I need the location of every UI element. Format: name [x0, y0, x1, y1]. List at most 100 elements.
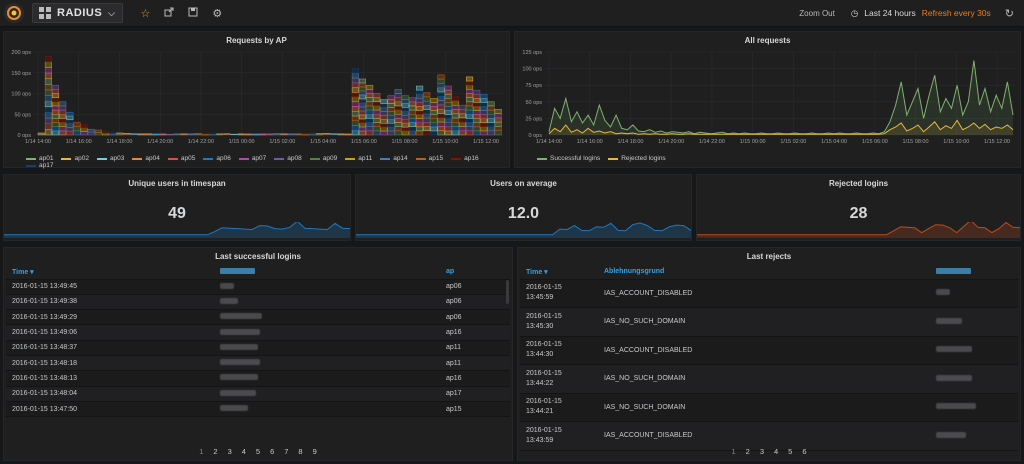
legend-item[interactable]: Rejected logins	[608, 155, 666, 162]
refresh-icon[interactable]: ↻	[1004, 7, 1014, 20]
grafana-logo-icon[interactable]	[4, 3, 24, 23]
ap-cell: ap06	[440, 309, 510, 326]
page-link[interactable]: 2	[745, 447, 750, 456]
page-link[interactable]: 6	[802, 447, 807, 456]
legend-item[interactable]: ap04	[132, 155, 160, 162]
table-row[interactable]: 2016-01-15 13:45:59 IAS_ACCOUNT_DISABLED	[520, 279, 1018, 308]
table-row[interactable]: 2016-01-15 13:44:21 IAS_NO_SUCH_DOMAIN	[520, 393, 1018, 422]
table-row[interactable]: 2016-01-15 13:48:37 ap11	[6, 340, 510, 356]
table-row[interactable]: 2016-01-15 13:47:50 ap15	[6, 401, 510, 418]
panel-title[interactable]: Rejected logins	[828, 179, 889, 188]
share-icon[interactable]	[164, 7, 174, 20]
table-row[interactable]: 2016-01-15 13:49:06 ap16	[6, 324, 510, 341]
page-link[interactable]: 4	[774, 447, 779, 456]
redacted-text	[220, 313, 262, 320]
legend-item[interactable]: ap09	[309, 155, 337, 162]
panel-title[interactable]: All requests	[744, 36, 791, 45]
ap-cell: ap16	[440, 324, 510, 341]
y-tick-label: 100 ops	[522, 67, 542, 73]
gear-icon[interactable]: ⚙	[212, 7, 223, 20]
legend-item[interactable]: ap01	[26, 155, 53, 162]
redacted-text	[220, 297, 238, 304]
legend-item[interactable]: Successful logins	[537, 155, 600, 162]
all-requests-chart[interactable]: 0 ops 25 ops 50 ops 75 ops 100 ops 125 ops 1/1…	[515, 46, 1020, 166]
page-link[interactable]: 2	[213, 447, 218, 456]
legend-swatch	[61, 157, 72, 160]
page-link[interactable]: 8	[298, 447, 303, 456]
page-link[interactable]: 5	[255, 447, 261, 456]
legend-item[interactable]: ap15	[415, 155, 443, 162]
user-column-header[interactable]	[930, 265, 1018, 280]
table-row[interactable]: 2016-01-15 13:48:13 ap16	[6, 370, 510, 387]
dashboard-picker-button[interactable]: RADIUS ⌵	[32, 3, 123, 23]
y-tick-label: 75 ops	[525, 83, 542, 89]
bar-segment	[487, 101, 495, 107]
bar-segment	[52, 89, 60, 94]
panel-title[interactable]: Last successful logins	[215, 252, 301, 261]
star-icon[interactable]: ☆	[140, 7, 151, 20]
time-column-header[interactable]: Time ▾	[520, 265, 598, 280]
y-tick-label: 100 ops	[11, 92, 31, 98]
clock-icon: ◷	[850, 7, 859, 18]
panel-title[interactable]: Users on average	[490, 179, 557, 188]
x-tick-label: 1/15 04:00	[310, 139, 336, 145]
page-link[interactable]: 1	[731, 447, 736, 456]
save-icon[interactable]	[188, 7, 198, 20]
panel-title[interactable]: Last rejects	[746, 252, 792, 261]
requests-by-ap-chart[interactable]: 0 ops 50 ops 100 ops 150 ops 200 ops 1/14 14:…	[4, 46, 509, 166]
bar-segment	[437, 87, 445, 93]
bar-segment	[380, 107, 388, 112]
bar-segment	[394, 130, 402, 136]
page-link[interactable]: 3	[227, 447, 232, 456]
refresh-interval-button[interactable]: Refresh every 30s	[921, 8, 991, 18]
users-average-sparkline	[356, 222, 691, 238]
bar-segment	[423, 100, 431, 106]
time-column-header[interactable]: Time ▾	[6, 265, 214, 280]
legend-item[interactable]: ap03	[96, 155, 124, 162]
panel-title[interactable]: Unique users in timespan	[128, 179, 226, 188]
zoom-out-button[interactable]: Zoom Out	[799, 8, 835, 18]
legend-item[interactable]: ap14	[380, 155, 408, 162]
table-row[interactable]: 2016-01-15 13:44:22 IAS_NO_SUCH_DOMAIN	[520, 364, 1018, 394]
page-link[interactable]: 7	[284, 447, 289, 456]
legend-item[interactable]: ap05	[167, 155, 195, 162]
bar-segment	[408, 122, 416, 127]
legend-item[interactable]: ap16	[451, 155, 479, 162]
table-row[interactable]: 2016-01-15 13:49:29 ap06	[6, 309, 510, 326]
bar-segment	[466, 89, 474, 94]
legend-item[interactable]: ap08	[274, 155, 302, 162]
legend-item[interactable]: ap07	[238, 155, 266, 162]
time-range-button[interactable]: Last 24 hours	[864, 8, 916, 18]
table-row[interactable]: 2016-01-15 13:49:45 ap06	[6, 279, 510, 295]
page-link[interactable]: 5	[788, 447, 793, 456]
page-link[interactable]: 4	[241, 447, 246, 456]
legend-label: ap17	[39, 162, 54, 169]
date-text: 2016-01-15	[526, 426, 562, 434]
user-cell	[214, 324, 440, 341]
reason-column-header[interactable]: Ablehnungsgrund	[598, 265, 930, 280]
scrollbar[interactable]	[506, 280, 509, 304]
table-row[interactable]: 2016-01-15 13:49:38 ap06	[6, 294, 510, 311]
legend-item[interactable]: ap17	[26, 162, 53, 169]
table-row[interactable]: 2016-01-15 13:45:30 IAS_NO_SUCH_DOMAIN	[520, 307, 1018, 337]
table-row[interactable]: 2016-01-15 13:44:30 IAS_ACCOUNT_DISABLED	[520, 336, 1018, 365]
table-row[interactable]: 2016-01-15 13:48:04 ap17	[6, 386, 510, 402]
legend-item[interactable]: ap06	[203, 155, 231, 162]
page-link[interactable]: 3	[759, 447, 764, 456]
bar-segment	[44, 55, 52, 63]
ap-column-header[interactable]: ap	[440, 265, 510, 280]
table-row[interactable]: 2016-01-15 13:43:59 IAS_ACCOUNT_DISABLED	[520, 421, 1018, 451]
user-column-header[interactable]	[214, 265, 440, 280]
bar-segment	[480, 118, 488, 124]
page-link[interactable]: 6	[270, 447, 275, 456]
page-link[interactable]: 1	[199, 447, 204, 456]
bar-segment	[323, 133, 331, 135]
panel-title[interactable]: Requests by AP	[226, 36, 287, 45]
bar	[430, 98, 438, 136]
legend-item[interactable]: ap02	[61, 155, 89, 162]
bar-segment	[430, 118, 438, 124]
page-link[interactable]: 9	[312, 447, 317, 456]
legend-item[interactable]: ap11	[345, 155, 372, 162]
table-row[interactable]: 2016-01-15 13:48:18 ap11	[6, 355, 510, 372]
bar	[401, 95, 409, 136]
